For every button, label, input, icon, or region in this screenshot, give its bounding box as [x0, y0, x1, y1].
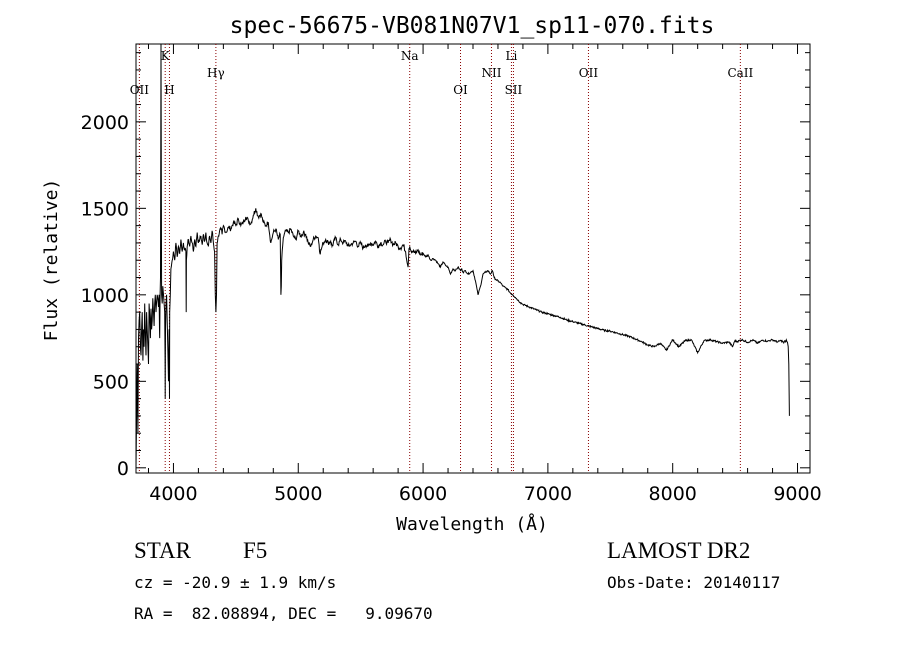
chart-title: spec-56675-VB081N07V1_sp11-070.fits — [230, 13, 715, 39]
plot-frame — [135, 43, 811, 474]
x-tick-label: 8000 — [649, 483, 697, 505]
x-tick-label: 7000 — [524, 483, 572, 505]
x-tick-label: 5000 — [274, 483, 322, 505]
x-axis-label: Wavelength (Å) — [396, 513, 548, 535]
object-type: STAR — [134, 538, 191, 563]
spectral-line-label: Hγ — [207, 66, 225, 80]
spectral-line-label: Li — [506, 49, 518, 63]
y-tick-label: 500 — [93, 371, 129, 393]
spectral-line-label: OI — [453, 83, 468, 97]
obs-date: Obs-Date: 20140117 — [607, 573, 781, 592]
y-tick-label: 1000 — [81, 285, 129, 307]
spectrum-plot — [136, 44, 790, 468]
spectral-line-markers: OII K H Hγ Na OI NII Li SII OII CaII — [130, 44, 754, 473]
y-axis-label: Flux (relative) — [41, 179, 62, 342]
subclass: F5 — [243, 538, 268, 563]
spectral-line-label: NII — [481, 66, 501, 80]
spectrum-line — [136, 44, 790, 468]
y-tick-label: 2000 — [81, 112, 129, 134]
spectral-line-label: OII — [579, 66, 599, 80]
x-tick-label: 9000 — [773, 483, 821, 505]
x-tick-label: 4000 — [149, 483, 197, 505]
y-tick-label: 0 — [117, 458, 129, 480]
spectral-line-label: K — [161, 49, 171, 63]
spectral-line-label: Na — [401, 49, 419, 63]
y-tick-label: 1500 — [81, 198, 129, 220]
velocity-text: cz = -20.9 ± 1.9 km/s — [134, 573, 337, 592]
x-tick-label: 6000 — [399, 483, 447, 505]
survey-name: LAMOST DR2 — [607, 538, 751, 563]
coordinates-text: RA = 82.08894, DEC = 9.09670 — [134, 604, 433, 623]
axis-ticks: 4000 5000 6000 7000 8000 9000 0 500 1000 1500 2000 — [81, 44, 822, 505]
spectral-line-label: SII — [505, 83, 523, 97]
spectral-line-label: H — [164, 83, 174, 97]
spectral-line-label: CaII — [727, 66, 753, 80]
spectral-line-label: OII — [130, 83, 150, 97]
